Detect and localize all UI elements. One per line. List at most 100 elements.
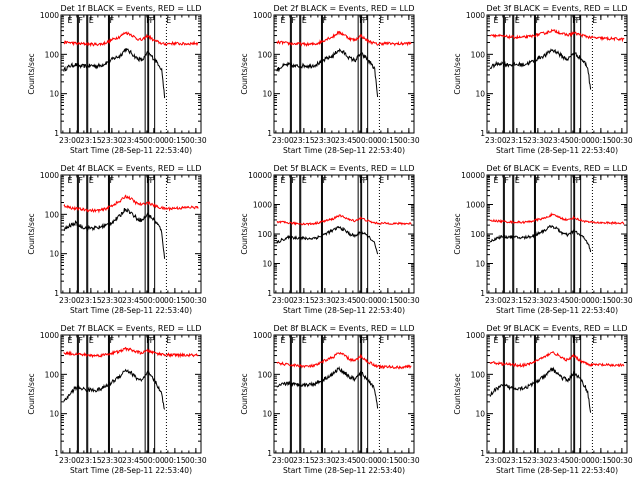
x-tick-label: 23:15 (506, 456, 528, 465)
y-tick-label: 100 (471, 50, 486, 59)
event-marker-label: F (146, 336, 151, 345)
event-marker-label: F (572, 336, 577, 345)
event-marker-label: E (280, 176, 285, 185)
y-axis-label: Counts/sec (27, 373, 36, 414)
x-tick-label: 23:15 (506, 296, 528, 305)
event-marker-label: E (67, 176, 72, 185)
y-axis-label: Counts/sec (240, 53, 249, 94)
panel-title: Det 3f BLACK = Events, RED = LLD (486, 4, 627, 13)
event-marker-label: F (150, 16, 155, 25)
plot-frame (486, 174, 628, 294)
y-axis-label: Counts/sec (240, 213, 249, 254)
x-tick-label: 23:00 (59, 136, 81, 145)
y-tick-label: 100 (45, 370, 60, 379)
lld-series-line (276, 214, 412, 226)
x-tick-label: 23:15 (80, 296, 102, 305)
event-marker-label: E (302, 336, 307, 345)
event-marker-label: E (67, 336, 72, 345)
panel-title: Det 7f BLACK = Events, RED = LLD (60, 324, 201, 333)
panel-title: Det 5f BLACK = Events, RED = LLD (273, 164, 414, 173)
x-axis-label: Start Time (28-Sep-11 22:53:40) (496, 306, 618, 315)
y-tick-label: 1 (267, 449, 272, 458)
event-marker-label: E (166, 336, 171, 345)
event-marker-label: F (504, 336, 509, 345)
x-axis-label: Start Time (28-Sep-11 22:53:40) (496, 146, 618, 155)
event-marker-label: F (322, 176, 327, 185)
x-tick-label: 00:15 (164, 136, 186, 145)
plot-frame (273, 174, 415, 294)
x-tick-label: 23:15 (80, 456, 102, 465)
x-tick-label: 23:15 (506, 136, 528, 145)
x-tick-label: 23:30 (314, 296, 336, 305)
lld-series-line (276, 351, 412, 370)
y-tick-label: 1000 (40, 171, 59, 180)
y-tick-label: 10 (49, 90, 59, 99)
x-tick-label: 23:15 (293, 136, 315, 145)
events-series-line (489, 366, 592, 413)
event-marker-label: F (146, 176, 151, 185)
x-tick-label: 23:00 (485, 456, 507, 465)
y-tick-label: 10 (262, 410, 272, 419)
x-tick-label: 23:00 (272, 456, 294, 465)
x-tick-label: 00:00 (569, 136, 591, 145)
x-tick-label: 23:15 (80, 136, 102, 145)
x-tick-label: 23:45 (122, 296, 144, 305)
event-marker-label: E (379, 16, 384, 25)
events-series-line (489, 48, 592, 90)
y-tick-label: 1 (267, 129, 272, 138)
y-tick-label: 1000 (253, 331, 272, 340)
x-tick-label: 00:30 (185, 456, 207, 465)
x-tick-label: 23:45 (548, 296, 570, 305)
panel-title: Det 4f BLACK = Events, RED = LLD (60, 164, 201, 173)
x-tick-label: 23:30 (314, 456, 336, 465)
plot-frame (273, 334, 415, 454)
x-tick-label: 00:15 (164, 296, 186, 305)
x-tick-label: 00:15 (164, 456, 186, 465)
plot-frame (60, 14, 202, 134)
lld-series-line (489, 28, 625, 43)
event-marker-label: E (493, 176, 498, 185)
y-tick-label: 1 (54, 129, 59, 138)
panel-det5: Det 5f BLACK = Events, RED = LLD Counts/s… (240, 164, 420, 315)
panel-title: Det 2f BLACK = Events, RED = LLD (273, 4, 414, 13)
event-marker-label: F (363, 16, 368, 25)
panel-title: Det 8f BLACK = Events, RED = LLD (273, 324, 414, 333)
x-tick-label: 23:00 (485, 296, 507, 305)
event-marker-label: E (89, 16, 94, 25)
y-tick-label: 1 (480, 129, 485, 138)
event-marker-label: E (280, 16, 285, 25)
y-tick-label: 1 (480, 289, 485, 298)
event-marker-label: F (146, 16, 151, 25)
y-tick-label: 10 (262, 260, 272, 269)
events-series-line (63, 368, 166, 410)
y-tick-label: 1000 (466, 331, 485, 340)
y-tick-label: 10000 (461, 171, 485, 180)
event-marker-label: E (592, 16, 597, 25)
plot-frame (486, 14, 628, 134)
y-tick-label: 1000 (40, 11, 59, 20)
event-marker-label: E (493, 16, 498, 25)
x-tick-label: 00:30 (611, 296, 633, 305)
x-tick-label: 23:45 (335, 296, 357, 305)
y-tick-label: 100 (258, 230, 273, 239)
event-marker-label: F (576, 336, 581, 345)
x-tick-label: 00:00 (143, 456, 165, 465)
x-tick-label: 23:00 (59, 456, 81, 465)
panel-det6: Det 6f BLACK = Events, RED = LLD Counts/s… (453, 164, 633, 315)
event-marker-label: F (504, 16, 509, 25)
x-tick-label: 23:45 (122, 456, 144, 465)
event-marker-label: F (572, 16, 577, 25)
plot-frame (60, 334, 202, 454)
panel-det9: Det 9f BLACK = Events, RED = LLD Counts/s… (453, 324, 633, 475)
x-axis-label: Start Time (28-Sep-11 22:53:40) (70, 306, 192, 315)
event-marker-label: F (150, 176, 155, 185)
y-tick-label: 100 (471, 230, 486, 239)
event-marker-label: F (359, 176, 364, 185)
event-marker-label: E (302, 176, 307, 185)
event-marker-label: E (493, 336, 498, 345)
event-marker-label: E (592, 176, 597, 185)
event-marker-label: E (379, 336, 384, 345)
event-marker-label: F (359, 16, 364, 25)
